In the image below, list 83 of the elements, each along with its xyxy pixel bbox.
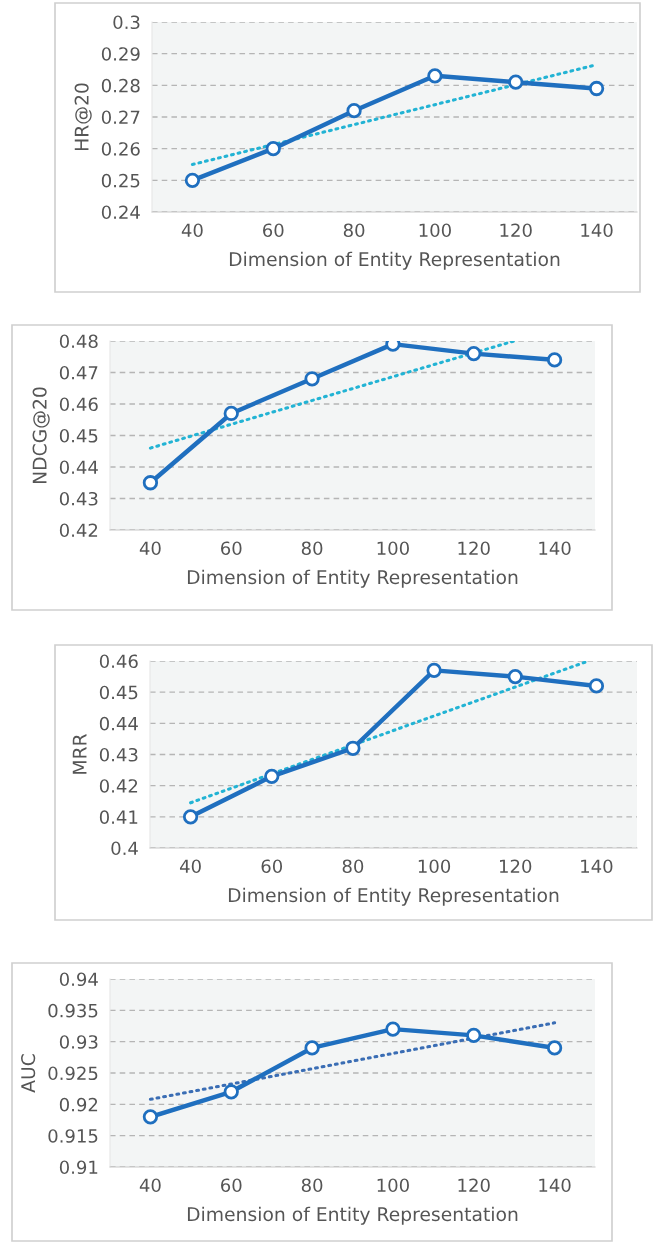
x-tick-label: 60 [221,1178,242,1193]
y-axis-title: AUC [21,1054,36,1093]
y-tick-label: 0.93 [59,1035,98,1049]
y-tick-label: 0.42 [99,779,138,793]
point [507,668,523,685]
y-tick-label: 0.26 [101,142,140,156]
x-tick-label: 100 [418,859,451,874]
y-tick-label: 0.44 [59,460,98,475]
x-tick-label: 60 [261,859,283,874]
x-tick-label: 100 [377,541,409,556]
y-tick-label: 0.4 [111,841,138,856]
point [466,1027,482,1044]
point [304,371,320,387]
x-tick-label: 120 [458,541,490,556]
y-tick-label: 0.44 [99,716,138,731]
point [346,103,362,119]
y-tick-label: 0.46 [59,397,98,412]
point [427,68,443,84]
x-tick-label: 60 [263,223,284,238]
point [385,1021,401,1037]
x-tick-label: 80 [301,1178,323,1193]
x-tick-label: 40 [139,1178,161,1193]
x-tick-label: 60 [221,541,242,556]
y-tick-label: 0.45 [59,428,98,443]
x-tick-label: 100 [419,223,451,238]
x-tick-label: 100 [377,1178,409,1193]
x-axis-title: Dimension of Entity Representation [187,569,518,588]
y-tick-label: 0.925 [48,1066,98,1081]
point [184,172,201,188]
point [142,1109,159,1125]
y-tick-label: 0.43 [99,747,138,762]
y-tick-label: 0.3 [113,15,140,30]
y-tick-label: 0.46 [99,654,138,669]
y-tick-label: 0.29 [101,47,140,61]
point [588,80,605,97]
point [508,74,524,90]
y-tick-label: 0.915 [48,1129,98,1143]
x-tick-label: 80 [343,223,365,238]
x-tick-label: 40 [139,541,161,556]
y-axis-title: NDCG@20 [32,387,50,484]
x-axis-title: Dimension of Entity Representation [229,251,560,270]
point [466,345,482,362]
y-axis-title: HR@20 [74,83,92,151]
y-tick-label: 0.25 [101,173,140,188]
point [345,740,361,756]
point [546,352,563,368]
y-tick-label: 0.935 [48,1003,98,1018]
x-tick-label: 120 [500,223,532,238]
x-tick-label: 140 [539,541,571,556]
point [264,768,280,784]
x-tick-label: 80 [342,859,364,874]
point [223,405,239,422]
y-tick-label: 0.92 [59,1097,98,1112]
y-tick-label: 0.42 [59,523,98,538]
y-tick-label: 0.94 [59,972,98,987]
y-tick-label: 0.47 [59,365,98,380]
x-tick-label: 140 [539,1178,571,1193]
y-tick-label: 0.43 [59,491,98,506]
x-tick-label: 80 [301,541,323,556]
x-tick-label: 120 [458,1178,490,1193]
x-tick-label: 120 [500,859,532,874]
x-tick-label: 40 [181,223,203,238]
point [426,662,442,678]
point [304,1040,320,1056]
y-tick-label: 0.45 [99,685,138,700]
x-axis-title: Dimension of Entity Representation [187,1206,518,1225]
y-tick-label: 0.41 [99,810,138,824]
x-tick-label: 140 [581,223,613,238]
point [182,809,199,825]
point [588,678,605,694]
y-tick-label: 0.91 [59,1160,98,1175]
y-tick-label: 0.24 [101,205,140,220]
x-axis-title: Dimension of Entity Representation [228,887,559,906]
point [265,141,281,157]
y-tick-label: 0.27 [101,110,140,125]
y-tick-label: 0.28 [101,78,140,93]
y-axis-title: MRR [72,733,87,774]
x-tick-label: 140 [581,859,613,874]
y-tick-label: 0.48 [59,334,98,349]
x-tick-label: 40 [179,859,201,874]
point [546,1040,563,1056]
point [142,475,159,491]
point [223,1084,239,1100]
